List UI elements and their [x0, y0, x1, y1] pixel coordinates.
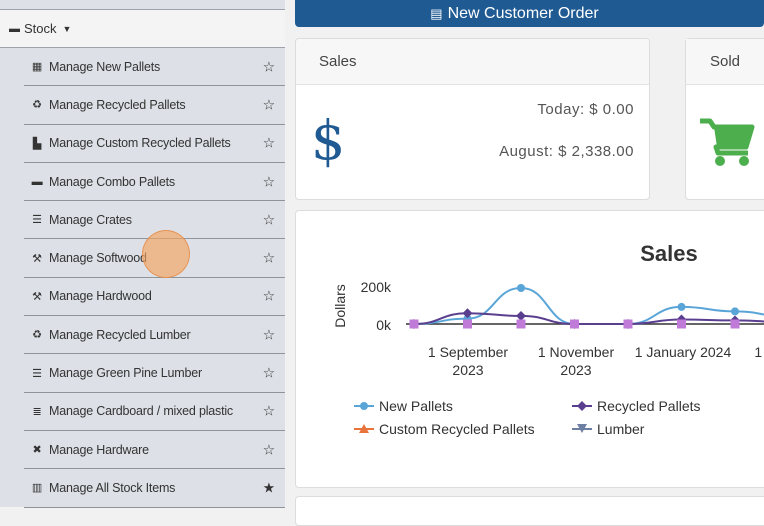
- data-point: [677, 302, 686, 311]
- recycle-icon: ♻: [32, 329, 42, 342]
- data-point: [623, 319, 633, 329]
- star-outline-icon[interactable]: ☆: [262, 211, 276, 228]
- sidebar-item-manage-recycled-lumber[interactable]: ♻ Manage Recycled Lumber ☆: [24, 316, 285, 355]
- combo-pallet-icon: ▬: [31, 175, 43, 188]
- data-point: [463, 319, 472, 329]
- crate-icon: ☰: [32, 367, 42, 380]
- sales-card-title: Sales: [296, 39, 649, 85]
- y-tick-label: 200k: [361, 279, 392, 295]
- sidebar: ▬ Stock ▼ ▦ Manage New Pallets ☆ ♻ Manage Re…: [0, 0, 285, 508]
- sidebar-item-label: Manage Crates: [49, 212, 132, 227]
- sidebar-item-label: Manage Hardware: [49, 442, 149, 457]
- star-outline-icon[interactable]: ☆: [262, 364, 276, 381]
- dollar-icon: $: [311, 109, 346, 172]
- sales-chart-card: Sales Dollars 200k 0k 1 September 2023 1 Novem…: [295, 210, 764, 488]
- x-tick-label: 2023: [560, 362, 591, 378]
- sidebar-item-manage-softwood[interactable]: ⚒ Manage Softwood ☆: [24, 239, 285, 278]
- sidebar-item-manage-combo-pallets[interactable]: ▬ Manage Combo Pallets ☆: [24, 163, 285, 202]
- data-point: [409, 319, 419, 329]
- pallet-icon: ▦: [31, 61, 43, 74]
- hammer-icon: ⚒: [32, 290, 42, 303]
- sales-summary-card: Sales $ Today: $ 0.00 August: $ 2,338.00: [295, 38, 650, 200]
- legend-marker: [577, 424, 587, 433]
- x-tick-label: 1 November: [538, 344, 615, 360]
- stock-menu-toggle[interactable]: ▬ Stock ▼: [0, 9, 285, 48]
- sidebar-item-manage-all-stock-items[interactable]: ▥ Manage All Stock Items ★: [24, 469, 285, 508]
- sidebar-item-manage-recycled-pallets[interactable]: ♻ Manage Recycled Pallets ☆: [24, 86, 285, 125]
- star-filled-icon[interactable]: ★: [262, 479, 276, 496]
- list-icon: ≣: [32, 405, 42, 418]
- x-tick-label: 1 September: [428, 344, 508, 360]
- star-outline-icon[interactable]: ☆: [262, 287, 276, 304]
- star-outline-icon[interactable]: ☆: [262, 326, 276, 343]
- warehouse-icon: ▥: [31, 482, 43, 495]
- legend-label: Lumber: [597, 421, 645, 437]
- x-tick-label: 1 M: [754, 344, 764, 360]
- legend-label: Recycled Pallets: [597, 398, 701, 414]
- stock-label: Stock: [24, 21, 57, 36]
- legend-marker: [577, 401, 587, 411]
- caret-down-icon: ▼: [62, 23, 72, 34]
- legend-marker: [359, 424, 369, 433]
- stock-menu: ▦ Manage New Pallets ☆ ♻ Manage Recycled Pal…: [24, 48, 285, 508]
- sidebar-item-manage-green-pine-lumber[interactable]: ☰ Manage Green Pine Lumber ☆: [24, 354, 285, 393]
- order-button-label: New Customer Order: [447, 4, 599, 22]
- star-outline-icon[interactable]: ☆: [262, 173, 276, 190]
- sidebar-item-label: Manage New Pallets: [49, 59, 161, 74]
- sidebar-item-label: Manage Hardwood: [49, 289, 152, 304]
- sold-card-title: Sold: [686, 39, 764, 85]
- y-axis-label: Dollars: [332, 284, 348, 328]
- legend-label: New Pallets: [379, 398, 453, 414]
- star-outline-icon[interactable]: ☆: [262, 134, 276, 151]
- star-outline-icon[interactable]: ☆: [262, 402, 276, 419]
- sidebar-item-label: Manage Green Pine Lumber: [49, 366, 202, 381]
- data-point: [516, 319, 526, 329]
- new-customer-order-button[interactable]: ▤ New Customer Order: [295, 0, 764, 27]
- sidebar-item-manage-crates[interactable]: ☰ Manage Crates ☆: [24, 201, 285, 240]
- chart-title: Sales: [640, 241, 698, 266]
- sidebar-item-manage-hardwood[interactable]: ⚒ Manage Hardwood ☆: [24, 278, 285, 317]
- shopping-cart-icon: [700, 118, 755, 166]
- sidebar-item-label: Manage Recycled Pallets: [49, 97, 186, 112]
- sidebar-item-label: Manage Softwood: [49, 251, 147, 266]
- hammer-icon: ⚒: [32, 252, 42, 265]
- sales-line-chart: Sales Dollars 200k 0k 1 September 2023 1 Novem…: [332, 241, 764, 437]
- data-point: [517, 284, 525, 292]
- sidebar-item-label: Manage Custom Recycled Pallets: [49, 136, 231, 151]
- sidebar-item-manage-new-pallets[interactable]: ▦ Manage New Pallets ☆: [24, 48, 285, 87]
- sales-month: August: $ 2,338.00: [499, 143, 634, 160]
- pallet-icon: ▬: [9, 22, 20, 35]
- recycle-icon: ♻: [32, 99, 42, 112]
- star-outline-icon[interactable]: ☆: [262, 58, 276, 75]
- y-tick-label: 0k: [376, 317, 392, 333]
- data-point: [730, 319, 740, 329]
- x-tick-label: 1 January 2024: [635, 344, 732, 360]
- data-point: [677, 319, 686, 329]
- sidebar-item-label: Manage Combo Pallets: [49, 174, 175, 189]
- sidebar-item-label: Manage Cardboard / mixed plastic: [49, 404, 233, 419]
- custom-pallet-icon: ▙: [32, 137, 42, 150]
- data-point: [462, 308, 473, 319]
- next-card: [295, 496, 764, 526]
- sold-summary-card: Sold: [685, 38, 764, 200]
- legend-label: Custom Recycled Pallets: [379, 421, 535, 437]
- legend-marker: [360, 402, 368, 410]
- tools-icon: ✖: [32, 444, 42, 457]
- data-point: [516, 310, 526, 321]
- data-point: [570, 319, 579, 329]
- crate-icon: ☰: [32, 214, 42, 227]
- sales-today: Today: $ 0.00: [537, 101, 634, 118]
- sidebar-item-label: Manage Recycled Lumber: [49, 327, 191, 342]
- document-icon: ▤: [430, 5, 443, 21]
- data-point: [731, 307, 739, 316]
- star-outline-icon[interactable]: ☆: [262, 249, 276, 266]
- sidebar-item-manage-custom-recycled-pallets[interactable]: ▙ Manage Custom Recycled Pallets ☆: [24, 125, 285, 163]
- sidebar-item-manage-hardware[interactable]: ✖ Manage Hardware ☆: [24, 431, 285, 470]
- sidebar-item-manage-cardboard-mixed-plastic[interactable]: ≣ Manage Cardboard / mixed plastic ☆: [24, 393, 285, 431]
- sidebar-item-label: Manage All Stock Items: [49, 480, 176, 495]
- star-outline-icon[interactable]: ☆: [262, 441, 276, 458]
- star-outline-icon[interactable]: ☆: [262, 96, 276, 113]
- x-tick-label: 2023: [452, 362, 483, 378]
